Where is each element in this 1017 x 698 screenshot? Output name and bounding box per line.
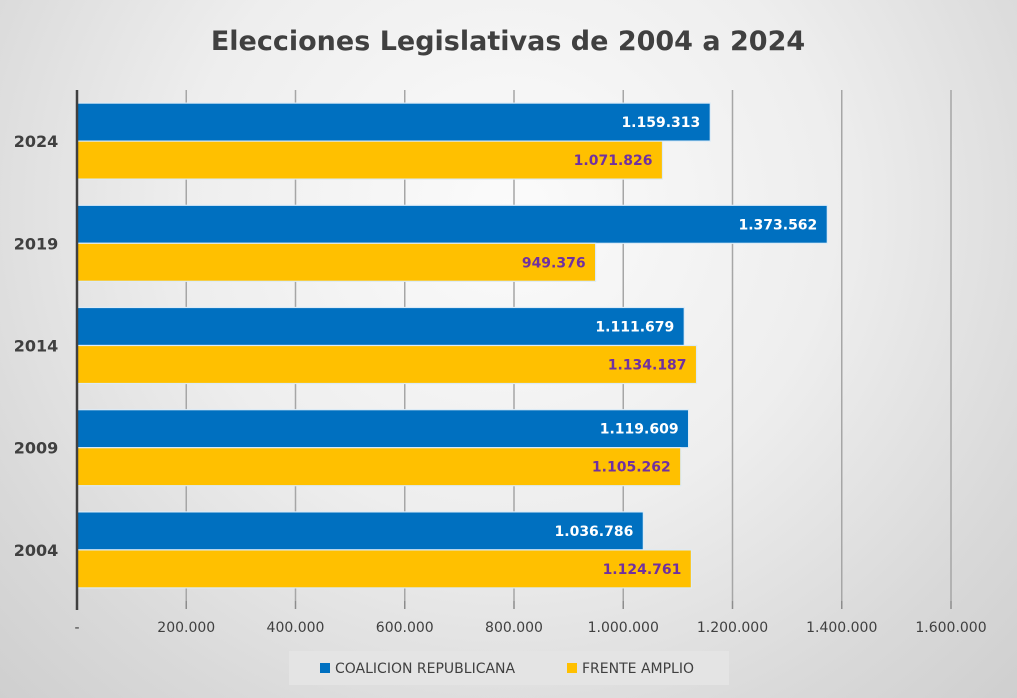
legend-label: FRENTE AMPLIO (582, 661, 694, 677)
y-tick-label: 2004 (14, 541, 59, 560)
data-label: 1.159.313 (621, 115, 700, 131)
x-tick-label: 1.200.000 (697, 620, 768, 636)
data-label: 1.373.562 (738, 217, 817, 233)
data-label: 1.134.187 (608, 358, 687, 374)
chart-title: Elecciones Legislativas de 2004 a 2024 (211, 26, 805, 57)
y-tick-label: 2019 (14, 234, 59, 253)
x-tick-label: 600.000 (376, 620, 434, 636)
bar-coalicion-republicana (76, 306, 685, 347)
data-label: 1.124.761 (603, 562, 682, 578)
x-tick-label: 1.000.000 (588, 620, 659, 636)
y-tick-label: 2009 (14, 439, 59, 458)
bar-coalicion-republicana (76, 102, 711, 142)
legend-box (289, 651, 729, 685)
legend: COALICION REPUBLICANA FRENTE AMPLIO (289, 651, 729, 685)
x-tick-label: - (74, 620, 79, 636)
legend-swatch-frente (567, 663, 577, 673)
x-tick-label: 1.400.000 (806, 620, 877, 636)
bar-frente-amplio (76, 344, 698, 385)
bars (76, 102, 828, 589)
data-label: 1.119.609 (600, 422, 679, 438)
y-tick-label: 2024 (14, 132, 59, 151)
bar-coalicion-republicana (76, 204, 828, 244)
data-label: 1.036.786 (555, 524, 634, 540)
legend-label: COALICION REPUBLICANA (335, 661, 516, 677)
data-label: 949.376 (522, 255, 586, 271)
data-labels: 1.159.313 1.071.826 1.373.562 949.376 1.111.… (522, 115, 817, 578)
x-tick-label: 400.000 (267, 620, 325, 636)
bar-coalicion-republicana (76, 409, 690, 449)
x-tick-label: 200.000 (157, 620, 215, 636)
axes: - 200.000 400.000 600.000 800.000 1.000.000 1.… (14, 90, 987, 636)
bar-frente-amplio (76, 447, 682, 487)
data-label: 1.111.679 (595, 320, 674, 336)
x-tick-label: 1.600.000 (915, 620, 986, 636)
data-label: 1.105.262 (592, 460, 671, 476)
data-label: 1.071.826 (574, 153, 653, 169)
bar-frente-amplio (76, 242, 597, 282)
bar-frente-amplio (76, 549, 693, 589)
x-tick-label: 800.000 (485, 620, 543, 636)
legend-swatch-coalicion (320, 663, 330, 673)
y-tick-label: 2014 (14, 337, 59, 356)
